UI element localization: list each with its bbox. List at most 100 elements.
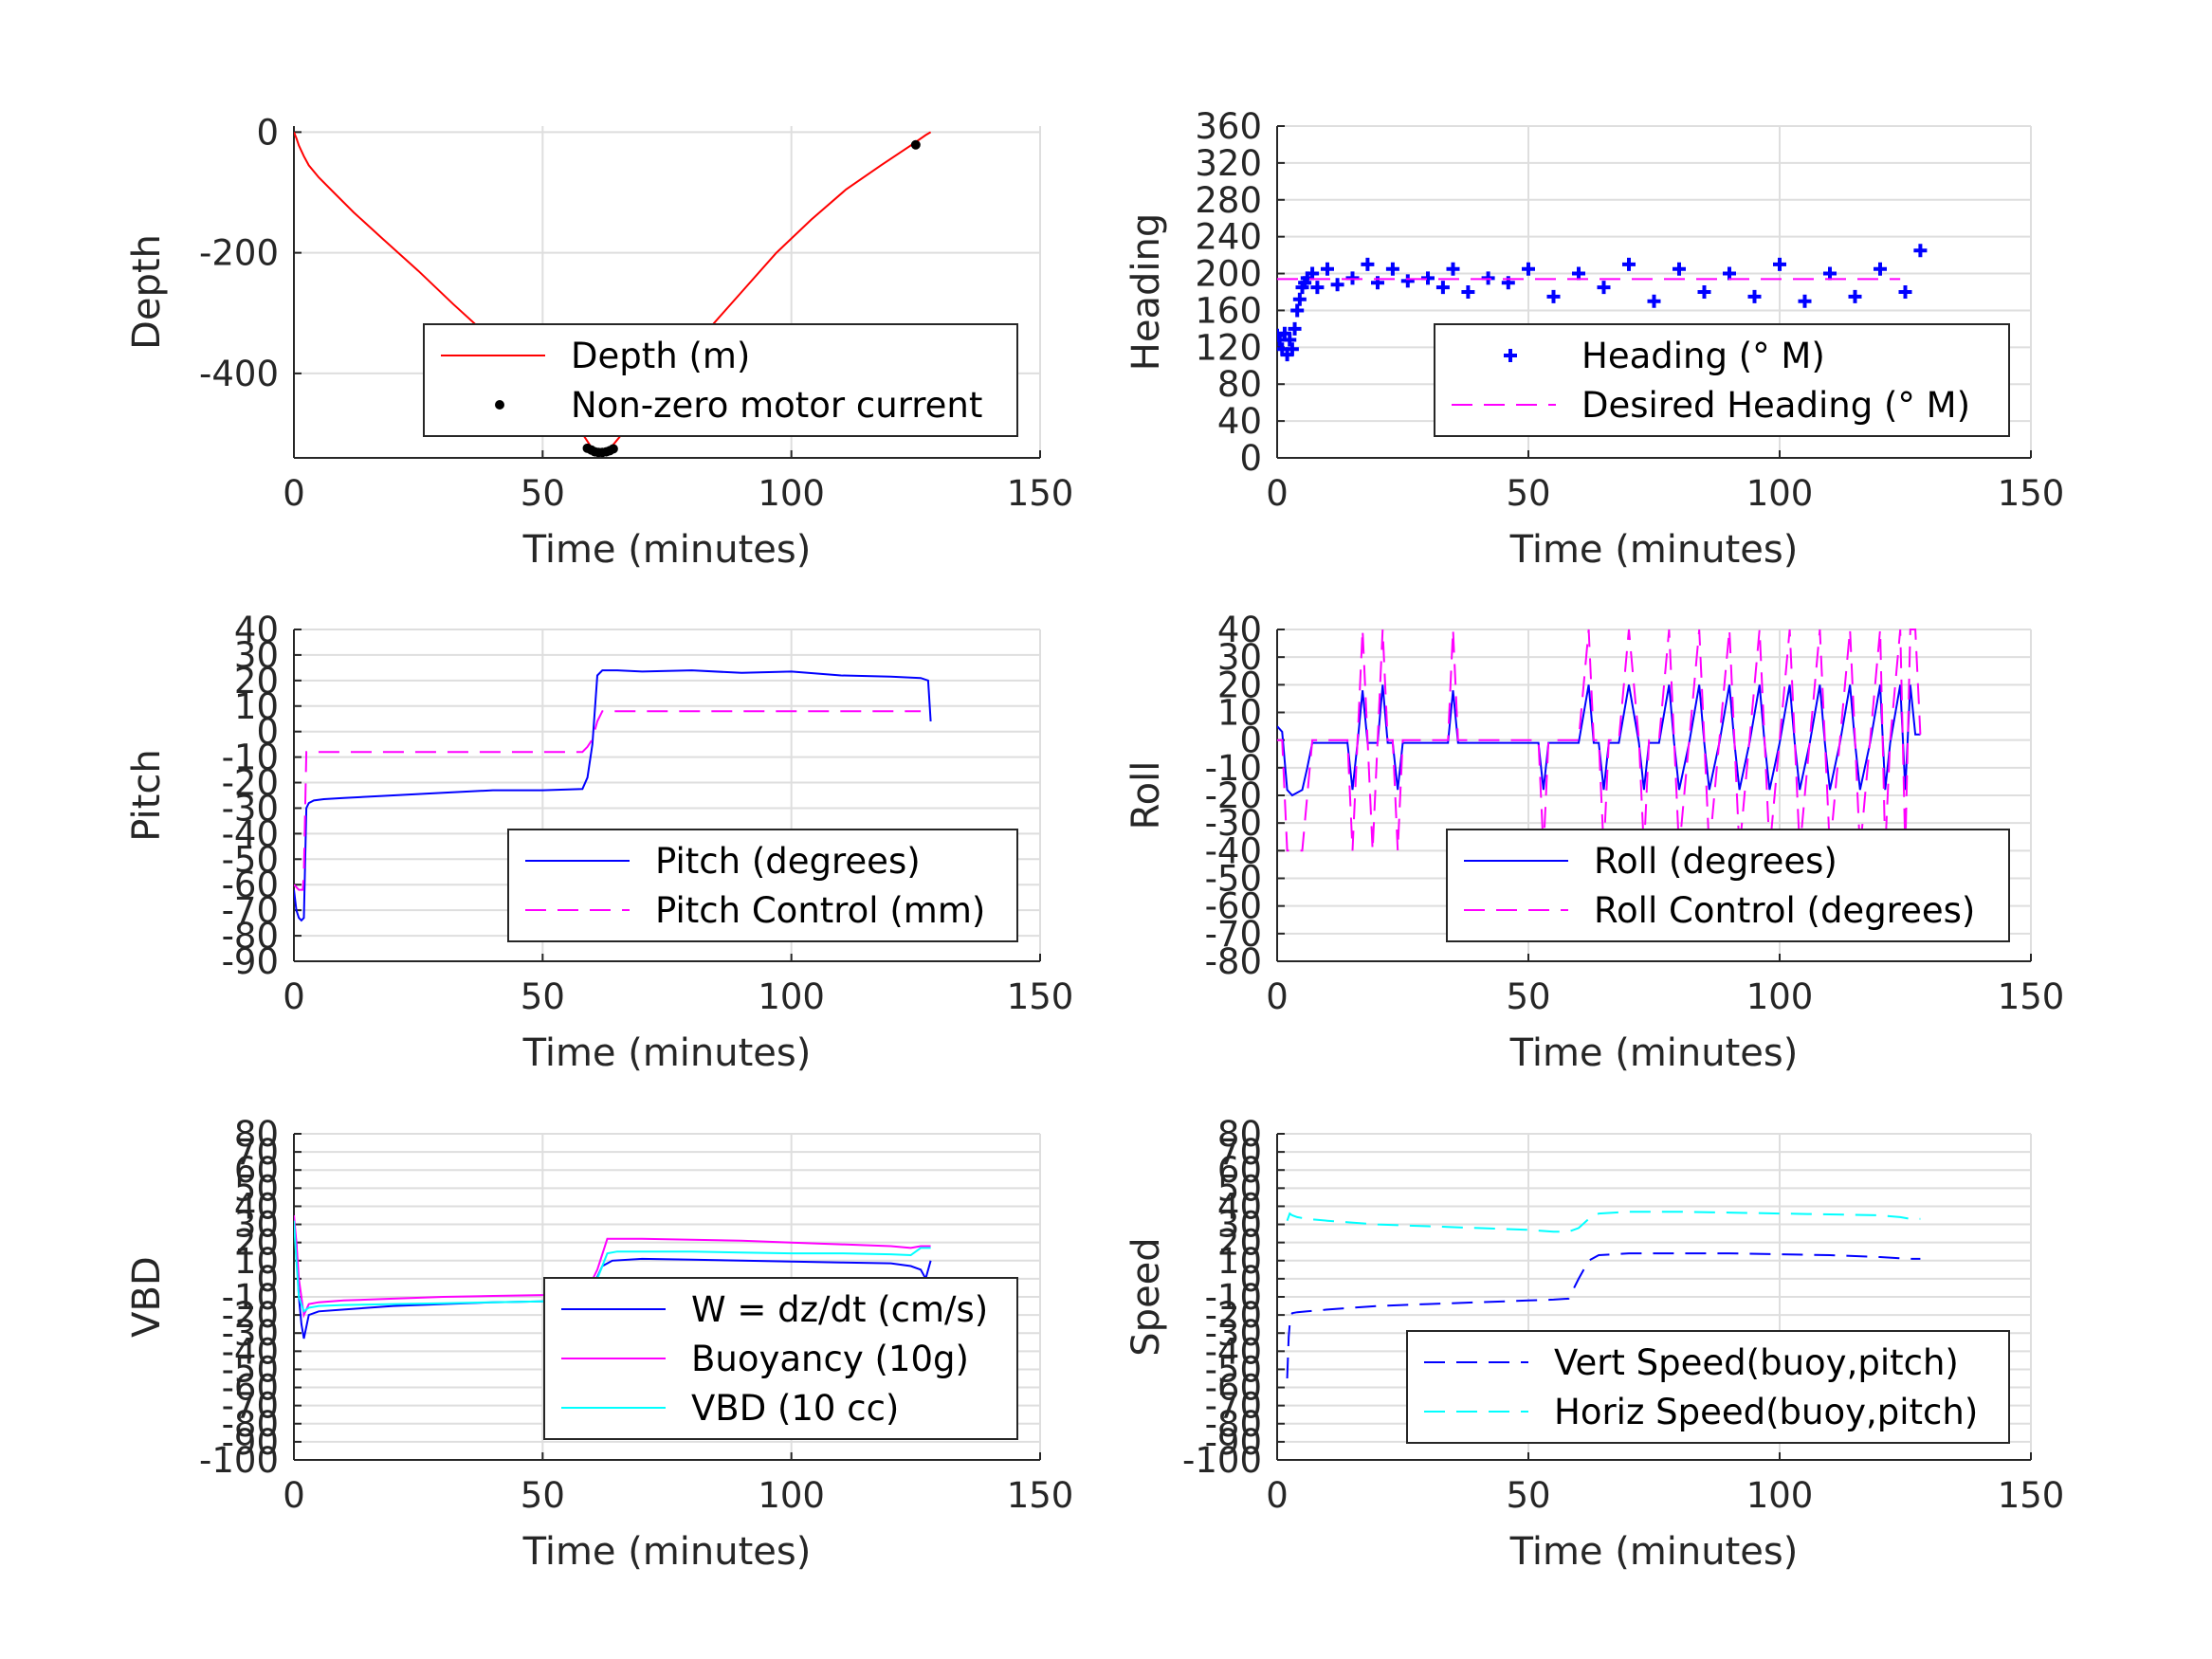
y-tick-label: -10 [1205,1277,1262,1318]
data-point [1435,281,1450,295]
x-axis-label: Time (minutes) [1509,528,1799,572]
y-tick-label: 0 [256,112,279,153]
data-point [1522,262,1535,276]
y-tick-label: 160 [1195,290,1262,331]
y-tick-label: -90 [222,1422,279,1463]
legend-label: Roll (degrees) [1594,841,1837,882]
x-tick-label: 0 [283,1475,305,1516]
data-point [1321,262,1334,276]
x-axis-label: Time (minutes) [1509,1530,1799,1574]
chart-1: 0 50 100 150 0 -200 -400 Time (minutes) Depth Dep… [125,112,1073,572]
x-tick-label: 150 [1007,473,1074,514]
y-tick-label: 240 [1195,217,1262,258]
chart-3: 0 50 100 150403020100-10-20-30-40-50-60-70-… [125,610,1073,1075]
y-tick-label: 40 [1217,401,1262,442]
y-tick-label: -10 [222,738,279,778]
data-point [1898,285,1912,299]
y-tick-label: -80 [222,1404,279,1445]
data-point [1501,276,1515,290]
y-tick-label: -50 [222,1349,279,1390]
x-axis-label: Time (minutes) [522,1031,812,1075]
legend-label: Pitch Control (mm) [655,890,985,931]
x-tick-label: 150 [1007,1475,1074,1516]
chart-5: 0 50 100 15080706050403020100-10-20-30-40-5… [125,1114,1073,1574]
plot-area [294,131,932,458]
y-tick-label: -50 [1205,859,1262,900]
data-point [1461,285,1475,299]
y-tick-label: 30 [1217,1205,1262,1246]
x-tick-label: 150 [1998,1475,2065,1516]
data-point [1306,266,1320,281]
y-tick-label: 70 [234,1132,279,1173]
x-tick-label: 50 [521,1475,565,1516]
x-tick-label: 50 [1506,976,1550,1017]
y-tick-label: 200 [1195,254,1262,295]
y-axis-label: VBD [125,1256,169,1338]
plot-area [1277,629,1922,852]
y-tick-label: 40 [1217,610,1262,650]
x-axis-label: Time (minutes) [1509,1031,1799,1075]
x-tick-label: 0 [283,976,305,1017]
data-point [1597,281,1611,295]
y-tick-label: -40 [1205,1331,1262,1372]
y-tick-label: -60 [222,865,279,905]
data-point [910,139,921,150]
y-tick-label: -90 [222,941,279,982]
y-tick-label: -30 [222,788,279,829]
y-tick-label: 80 [234,1114,279,1155]
y-tick-label: 70 [1217,1132,1262,1173]
y-tick-label: -200 [199,233,279,274]
y-tick-label: -10 [1205,748,1262,789]
data-point [1283,333,1297,347]
series-line-1 [294,131,932,453]
data-point [1848,289,1862,303]
y-tick-label: 20 [1217,1223,1262,1264]
chart-4: 0 50 100 150403020100-10-20-30-40-50-60-70-… [1124,610,2064,1075]
y-tick-label: 50 [234,1168,279,1209]
x-axis-label: Time (minutes) [522,1530,812,1574]
y-tick-label: -60 [1205,1368,1262,1409]
y-axis-label: Roll [1124,761,1168,830]
y-tick-label: -80 [1205,941,1262,982]
data-point [1798,294,1812,308]
data-point [1723,266,1736,281]
y-tick-label: 0 [256,712,279,753]
y-tick-label: 60 [1217,1150,1262,1191]
y-tick-label: -20 [1205,1295,1262,1336]
y-tick-label: 40 [234,1186,279,1227]
x-tick-label: 0 [1266,976,1289,1017]
legend-label: Horiz Speed(buoy,pitch) [1554,1392,1978,1432]
y-tick-label: -70 [1205,1386,1262,1427]
y-tick-label: 0 [1239,1259,1262,1300]
y-tick-label: -40 [222,813,279,854]
y-tick-label: -70 [222,890,279,931]
y-tick-label: -70 [222,1386,279,1427]
series-line-1 [1286,1252,1921,1379]
legend-swatch [495,400,504,410]
legend-label: Pitch (degrees) [655,841,921,882]
y-tick-label: 50 [1217,1168,1262,1209]
legend-box [507,829,1018,942]
y-tick-label: 20 [234,661,279,702]
data-point [1361,257,1375,271]
y-tick-label: -50 [1205,1349,1262,1390]
y-tick-label: 360 [1195,106,1262,147]
legend-label: Buoyancy (10g) [691,1339,969,1379]
y-tick-label: -30 [1205,803,1262,844]
y-tick-label: 10 [234,686,279,727]
y-tick-label: 80 [1217,1114,1262,1155]
x-axis-label: Time (minutes) [522,528,812,572]
x-tick-label: 0 [1266,1475,1289,1516]
y-tick-label: -20 [222,763,279,804]
data-point [1572,266,1585,281]
data-point [1385,262,1399,276]
x-tick-label: 0 [1266,473,1289,514]
y-tick-label: 40 [1217,1186,1262,1227]
data-point [1546,289,1561,303]
legend-box [423,323,1018,437]
y-axis-label: Depth [125,234,169,350]
data-point [1747,289,1762,303]
legend-swatch [1504,349,1517,362]
data-point [1288,321,1302,336]
x-tick-label: 100 [1746,473,1814,514]
